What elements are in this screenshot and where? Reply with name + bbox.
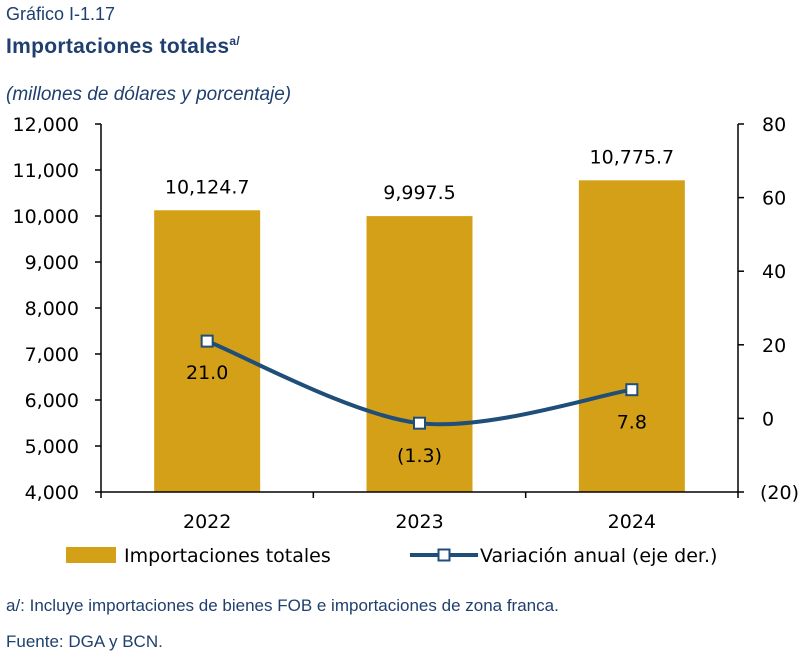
y-left-tick-label: 7,000 [25, 344, 79, 366]
combo-chart: 4,000 5,000 6,000 7,000 8,000 9,000 10,000 11,0… [13, 114, 800, 567]
legend-marker-line [437, 548, 451, 562]
chart-title-text: Importaciones totales [6, 35, 230, 58]
line-value-label: 7.8 [617, 412, 647, 434]
chart-subtitle: (millones de dólares y porcentaje) [6, 84, 292, 105]
y-left-tick-label: 4,000 [25, 482, 79, 504]
line-value-label: 21.0 [186, 362, 228, 384]
bar-value-label: 10,124.7 [165, 176, 250, 198]
y-left-tick-label: 8,000 [25, 298, 79, 320]
y-right-tick-label: 80 [762, 114, 786, 136]
chart-title: Importaciones totalesa/ [6, 34, 240, 59]
y-left-tick-label: 11,000 [13, 160, 79, 182]
bar-value-label: 10,775.7 [590, 146, 675, 168]
line-layer [200, 334, 639, 430]
y-right-tick-label: 40 [762, 261, 786, 283]
y-left-tick-label: 5,000 [25, 436, 79, 458]
line-point-2024 [625, 383, 639, 397]
line-point-2022 [200, 334, 214, 348]
bar-value-label: 9,997.5 [383, 182, 456, 204]
bars-layer [154, 180, 685, 493]
y-left-tick-label: 12,000 [13, 114, 79, 136]
legend-label-bars: Importaciones totales [124, 545, 331, 567]
title-footnote-mark: a/ [229, 34, 240, 48]
legend: Importaciones totales Variación anual (ej… [66, 545, 717, 567]
x-tick-label: 2024 [608, 511, 656, 533]
legend-label-line: Variación anual (eje der.) [480, 545, 717, 567]
y-right-tick-label: 60 [762, 188, 786, 210]
chart-label: Gráfico I-1.17 [6, 4, 116, 24]
labels-layer: 10,124.7 9,997.5 10,775.7 21.0 (1.3) 7.8 [165, 146, 674, 467]
legend-swatch-bars [66, 547, 116, 563]
bar-2022 [154, 210, 261, 492]
y-left-tick-label: 9,000 [25, 252, 79, 274]
line-point-2023 [413, 416, 426, 430]
bar-2023 [366, 216, 473, 493]
axes-layer: 4,000 5,000 6,000 7,000 8,000 9,000 10,000 11,0… [13, 114, 800, 533]
y-right-tick-label: (20) [760, 482, 799, 504]
line-value-label: (1.3) [397, 445, 442, 467]
x-tick-label: 2022 [183, 511, 231, 533]
x-tick-label: 2023 [395, 511, 443, 533]
y-right-tick-label: 0 [762, 408, 774, 430]
y-left-tick-label: 10,000 [13, 206, 79, 228]
footnote: a/: Incluye importaciones de bienes FOB … [6, 596, 559, 615]
y-left-tick-label: 6,000 [25, 390, 79, 412]
bar-2024 [578, 180, 685, 492]
source-note: Fuente: DGA y BCN. [6, 632, 163, 651]
y-right-tick-label: 20 [762, 335, 786, 357]
